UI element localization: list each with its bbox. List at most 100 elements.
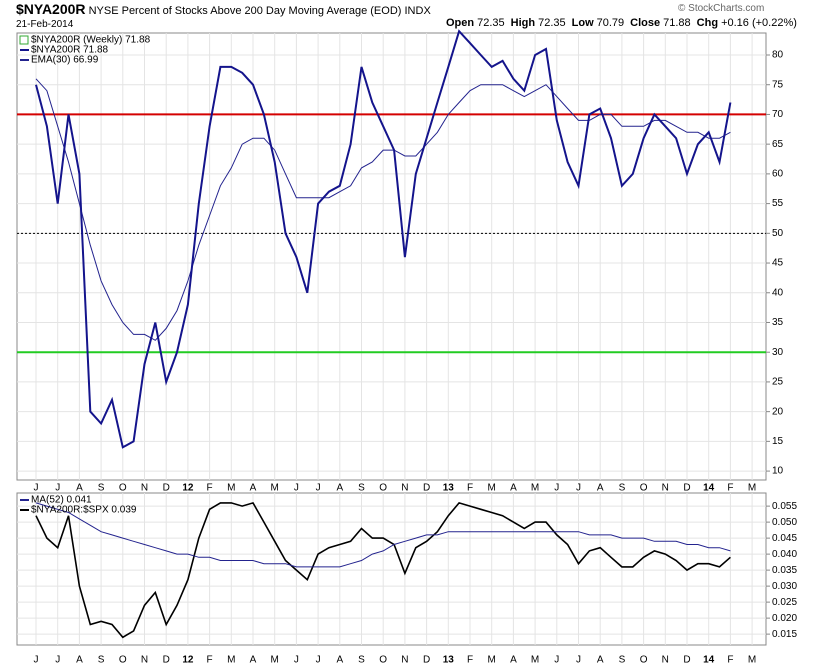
x-tick-label: 14 [703,483,715,494]
x-tick-label: 13 [443,655,455,666]
x-tick-label: M [271,483,279,494]
x-tick-label: A [76,655,83,666]
x-tick-label: O [379,483,387,494]
legend-label: $NYA200R 71.88 [31,45,109,56]
x-tick-label: S [619,483,626,494]
plot-frame [16,32,767,481]
y-tick-label: 0.030 [772,581,797,592]
y-tick-label: 0.015 [772,629,797,640]
x-tick-label: F [207,483,213,494]
description: NYSE Percent of Stocks Above 200 Day Mov… [88,5,402,17]
y-tick-label: 45 [772,258,784,269]
x-tick-label: A [597,655,604,666]
y-tick-label: 0.020 [772,613,797,624]
legend-label: MA(52) 0.041 [31,495,92,506]
x-tick-label: N [141,483,148,494]
x-tick-label: N [401,655,408,666]
x-tick-label: M [488,655,496,666]
x-tick-label: M [271,655,279,666]
y-tick-label: 65 [772,139,784,150]
x-tick-label: F [467,483,473,494]
y-tick-label: 20 [772,406,784,417]
x-tick-label: J [34,483,39,494]
series-line [35,501,731,639]
x-tick-label: J [554,655,559,666]
x-tick-label: S [98,655,105,666]
x-tick-label: J [576,483,581,494]
x-tick-label: J [554,483,559,494]
x-tick-label: J [576,655,581,666]
y-tick-label: 0.045 [772,533,797,544]
quote-label: Close [630,17,661,29]
y-tick-label: 75 [772,79,784,90]
y-tick-label: 0.050 [772,517,797,528]
x-tick-label: 12 [182,655,194,666]
x-tick-label: M [227,483,235,494]
quote-label: Low [571,17,594,29]
y-tick-label: 0.055 [772,501,797,512]
x-tick-label: S [98,483,105,494]
x-tick-label: A [510,483,517,494]
x-tick-label: D [163,483,170,494]
x-tick-label: S [358,483,365,494]
x-tick-label: J [55,483,60,494]
x-tick-label: M [531,655,539,666]
quote-value: 72.35 [477,17,505,29]
y-tick-label: 35 [772,317,784,328]
x-tick-label: O [640,655,648,666]
x-tick-label: A [510,655,517,666]
y-tick-label: 70 [772,109,784,120]
x-tick-label: M [748,655,756,666]
x-tick-label: A [336,655,343,666]
series-line [35,502,731,568]
x-tick-label: A [76,483,83,494]
legend-label: $NYA200R:$SPX 0.039 [31,505,137,516]
chart-title: $NYA200R (Weekly) 71.88 [31,35,151,46]
x-tick-label: J [316,655,321,666]
y-tick-label: 30 [772,347,784,358]
x-tick-label: J [294,655,299,666]
x-tick-label: J [316,483,321,494]
header-line: $NYA200R NYSE Percent of Stocks Above 20… [16,1,431,17]
x-tick-label: A [336,483,343,494]
y-tick-label: 80 [772,50,784,61]
x-tick-label: F [207,655,213,666]
x-tick-label: N [401,483,408,494]
y-tick-label: 55 [772,198,784,209]
x-tick-label: S [358,655,365,666]
x-tick-label: A [250,655,257,666]
symbol: $NYA200R [16,1,86,17]
x-tick-label: J [34,655,39,666]
y-tick-label: 0.040 [772,549,797,560]
x-tick-label: M [531,483,539,494]
x-tick-label: D [423,483,430,494]
x-tick-label: D [683,655,690,666]
x-tick-label: J [55,655,60,666]
x-tick-label: J [294,483,299,494]
quote-label: Open [446,17,475,29]
x-tick-label: F [727,483,733,494]
x-tick-label: N [662,483,669,494]
x-tick-label: O [119,483,127,494]
x-tick-label: D [423,655,430,666]
quote-value: 72.35 [538,17,566,29]
credit: © StockCharts.com [678,3,765,14]
quote-value: 70.79 [596,17,625,29]
x-tick-label: N [662,655,669,666]
y-tick-label: 0.035 [772,565,797,576]
x-tick-label: D [163,655,170,666]
x-tick-label: M [488,483,496,494]
quote-label: High [510,17,536,29]
y-tick-label: 0.025 [772,597,797,608]
y-tick-label: 15 [772,436,784,447]
x-tick-label: S [619,655,626,666]
y-tick-label: 25 [772,377,784,388]
quote-value: +0.16 (+0.22%) [721,17,797,29]
quote: Open 72.35 High 72.35 Low 70.79 Close 71.88 Chg +… [440,17,797,29]
legend-label: EMA(30) 66.99 [31,55,99,66]
y-tick-label: 60 [772,169,784,180]
quote-value: 71.88 [663,17,691,29]
x-tick-label: M [748,483,756,494]
